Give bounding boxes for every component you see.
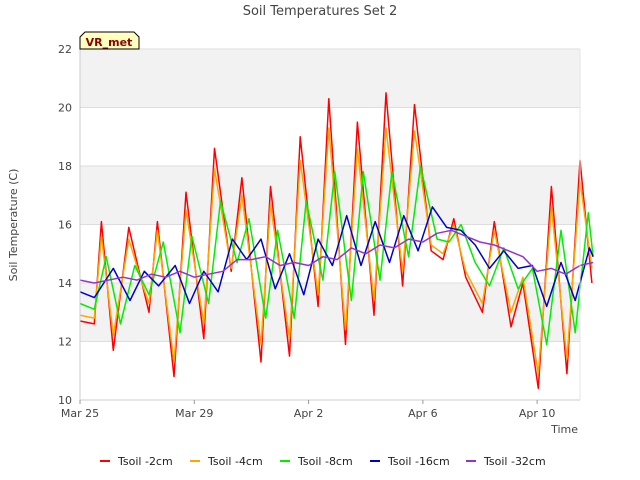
- legend-item: Tsoil -16cm: [370, 455, 450, 468]
- series-line-tsoil8cm: [79, 165, 594, 346]
- x-tick-label: Apr 10: [519, 407, 556, 420]
- legend-item: Tsoil -4cm: [190, 455, 263, 468]
- series-lines: [79, 92, 594, 390]
- legend: Tsoil -2cm Tsoil -4cm Tsoil -8cm Tsoil -16c…: [100, 455, 546, 468]
- x-tick-label: Apr 2: [294, 407, 324, 420]
- legend-label: Tsoil -16cm: [387, 455, 450, 468]
- axes: [79, 49, 581, 401]
- background-bands: [80, 49, 580, 342]
- x-tick-labels: Mar 25 Mar 29 Apr 2 Apr 6 Apr 10: [61, 400, 556, 420]
- legend-item: Tsoil -32cm: [466, 455, 546, 468]
- band-12-14: [80, 283, 580, 342]
- legend-label: Tsoil -4cm: [207, 455, 263, 468]
- band-20-22: [80, 49, 580, 108]
- legend-item: Tsoil -8cm: [280, 455, 353, 468]
- y-tick-labels: 10 12 14 16 18 20 22: [58, 43, 72, 407]
- legend-label: Tsoil -8cm: [297, 455, 353, 468]
- y-tick-label: 14: [58, 277, 72, 290]
- series-line-tsoil32cm: [79, 229, 594, 284]
- y-tick-label: 18: [58, 160, 72, 173]
- y-tick-label: 20: [58, 102, 72, 115]
- y-tick-label: 16: [58, 219, 72, 232]
- legend-item: Tsoil -2cm: [100, 455, 173, 468]
- x-tick-label: Apr 6: [408, 407, 438, 420]
- station-badge-label: VR_met: [86, 36, 133, 49]
- x-axis-label: Time: [550, 423, 578, 436]
- chart-title: Soil Temperatures Set 2: [243, 4, 398, 19]
- y-tick-label: 12: [58, 336, 72, 349]
- station-badge: VR_met: [79, 31, 140, 50]
- x-tick-label: Mar 25: [61, 407, 99, 420]
- y-tick-label: 22: [58, 43, 72, 56]
- series-line-tsoil16cm: [79, 206, 594, 308]
- y-axis-label: Soil Temperature (C): [7, 169, 20, 282]
- x-tick-label: Mar 29: [175, 407, 213, 420]
- legend-label: Tsoil -2cm: [117, 455, 173, 468]
- legend-label: Tsoil -32cm: [483, 455, 546, 468]
- y-tick-label: 10: [58, 394, 72, 407]
